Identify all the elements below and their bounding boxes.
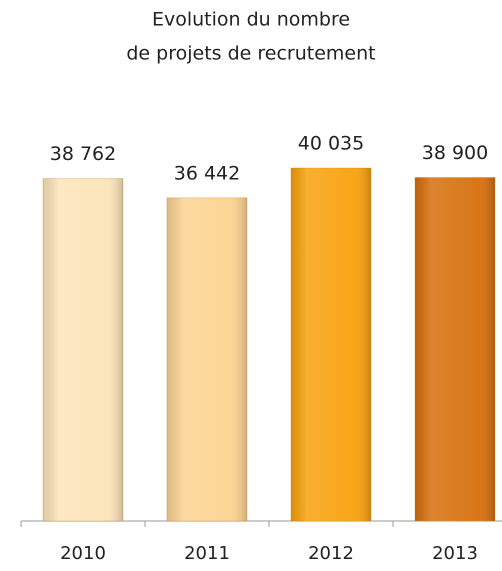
chart-title: de projets de recrutement [126,43,375,65]
x-tick-label: 2012 [308,543,354,564]
bar-shade [291,168,371,521]
x-tick-label: 2011 [184,543,230,564]
chart-title: Evolution du nombre [152,9,350,31]
bar-shade [43,178,123,522]
value-label: 36 442 [174,162,240,184]
x-tick-label: 2013 [432,543,478,564]
bar-shade [415,177,495,521]
value-label: 40 035 [298,133,364,155]
bar-shade [167,197,247,521]
value-label: 38 762 [50,143,116,165]
value-label: 38 900 [422,142,488,164]
x-tick-label: 2010 [60,543,106,564]
